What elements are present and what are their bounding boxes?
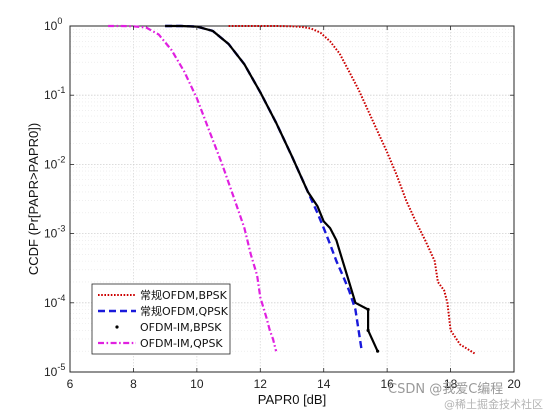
x-axis-label: PAPR0 [dB] bbox=[258, 392, 326, 407]
legend-label: 常规OFDM,QPSK bbox=[140, 304, 229, 318]
legend: 常规OFDM,BPSK 常规OFDM,QPSK OFDM-IM,BPSK OFDM-I… bbox=[91, 283, 231, 355]
x-tick-label: 10 bbox=[190, 377, 204, 391]
series-point bbox=[366, 328, 370, 332]
y-tick-label: 10-1 bbox=[44, 85, 65, 102]
y-tick-label: 10-3 bbox=[44, 224, 65, 241]
legend-label: 常规OFDM,BPSK bbox=[140, 288, 228, 302]
y-tick-labels: 100 10-1 10-2 10-3 10-4 10-5 bbox=[44, 16, 514, 379]
series-line-3 bbox=[165, 24, 379, 352]
y-tick-label: 10-2 bbox=[44, 154, 65, 171]
y-tick-label: 100 bbox=[44, 16, 62, 33]
y-tick-label: 10-5 bbox=[44, 362, 65, 379]
y-axis-label: CCDF (Pr[PAPR>PAPR0]) bbox=[26, 123, 41, 275]
x-tick-label: 6 bbox=[67, 377, 74, 391]
x-tick-label: 12 bbox=[254, 377, 268, 391]
x-tick-label: 18 bbox=[444, 377, 458, 391]
legend-marker bbox=[115, 325, 119, 329]
legend-label: OFDM-IM,QPSK bbox=[140, 337, 223, 350]
watermark-subtext: @稀土掘金技术社区 bbox=[444, 397, 543, 411]
plot-area bbox=[69, 25, 515, 373]
x-tick-label: 14 bbox=[317, 377, 331, 391]
legend-label: OFDM-IM,BPSK bbox=[140, 321, 222, 334]
x-tick-label: 8 bbox=[130, 377, 137, 391]
legend-items: 常规OFDM,BPSK 常规OFDM,QPSK OFDM-IM,BPSK OFDM-I… bbox=[98, 288, 229, 350]
x-tick-label: 16 bbox=[380, 377, 394, 391]
series-line-4 bbox=[108, 24, 278, 352]
series-group bbox=[108, 24, 477, 356]
x-tick-labels: 6 8 10 12 14 16 18 20 bbox=[67, 26, 521, 391]
watermark-text: CSDN @我爱C编程 bbox=[388, 382, 503, 397]
x-tick-label: 20 bbox=[507, 377, 521, 391]
series-point bbox=[366, 307, 370, 312]
y-tick-label: 10-4 bbox=[44, 293, 65, 310]
series-point bbox=[376, 349, 380, 353]
